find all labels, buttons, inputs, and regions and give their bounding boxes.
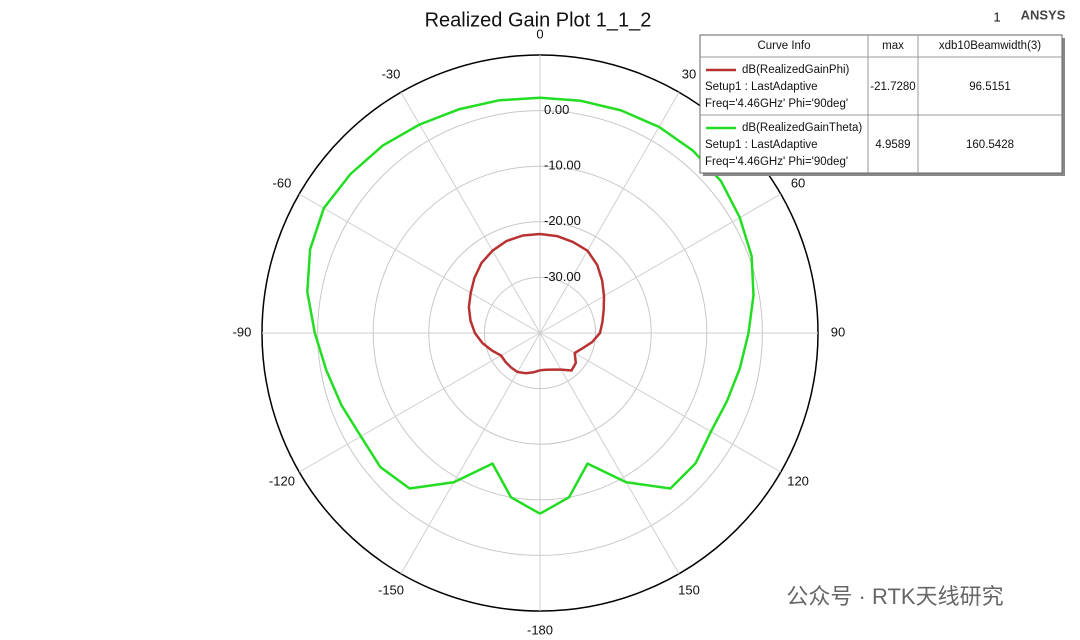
grid-spoke xyxy=(400,91,541,334)
legend-header: Curve Info xyxy=(757,40,810,52)
radial-tick-label: -10.00 xyxy=(544,158,581,173)
grid-spoke xyxy=(539,91,680,334)
legend-beamwidth: 160.5428 xyxy=(966,139,1014,151)
angle-tick-label: -180 xyxy=(527,622,553,637)
brand: ANSYS xyxy=(1021,7,1066,22)
angle-tick-label: -30 xyxy=(382,66,401,81)
legend-setup: Setup1 : LastAdaptive xyxy=(705,139,818,151)
radial-tick-label: -20.00 xyxy=(544,213,581,228)
curve xyxy=(467,232,606,375)
angle-tick-label: -150 xyxy=(378,583,404,598)
grid-spoke xyxy=(539,332,680,575)
grid-spoke xyxy=(298,193,541,334)
legend-header: xdb10Beamwidth(3) xyxy=(939,40,1041,52)
legend-name: dB(RealizedGainTheta) xyxy=(742,122,862,134)
chart-title: Realized Gain Plot 1_1_2 xyxy=(425,9,652,31)
angle-tick-label: -120 xyxy=(269,473,295,488)
angle-tick-label: 120 xyxy=(787,473,809,488)
grid-spoke xyxy=(400,332,541,575)
angle-tick-label: -90 xyxy=(233,324,252,339)
radial-tick-label: 0.00 xyxy=(544,102,569,117)
legend-freq: Freq='4.46GHz' Phi='90deg' xyxy=(705,98,848,110)
legend-table: Curve Info max xdb10Beamwidth(3) dB(Realize… xyxy=(699,34,1065,176)
angle-tick-label: 150 xyxy=(678,583,700,598)
grid-spoke xyxy=(298,332,541,473)
legend-beamwidth: 96.5151 xyxy=(969,81,1011,93)
legend-setup: Setup1 : LastAdaptive xyxy=(705,81,818,93)
curve xyxy=(306,96,755,515)
radial-tick-label: -30.00 xyxy=(544,269,581,284)
angle-tick-label: 90 xyxy=(831,324,845,339)
legend-freq: Freq='4.46GHz' Phi='90deg' xyxy=(705,156,848,168)
angle-tick-label: 0 xyxy=(536,26,543,41)
corner-number: 1 xyxy=(993,9,1000,24)
angle-tick-label: 60 xyxy=(791,175,805,190)
legend-header: max xyxy=(882,40,904,52)
legend-max: -21.7280 xyxy=(870,81,915,93)
angle-tick-label: -60 xyxy=(273,175,292,190)
legend-max: 4.9589 xyxy=(875,139,910,151)
grid-spoke xyxy=(539,332,782,473)
legend-name: dB(RealizedGainPhi) xyxy=(742,64,850,76)
angle-tick-label: 30 xyxy=(682,66,696,81)
legend-box xyxy=(699,34,1063,174)
watermark: 公众号 · RTK天线研究 xyxy=(786,584,1003,609)
